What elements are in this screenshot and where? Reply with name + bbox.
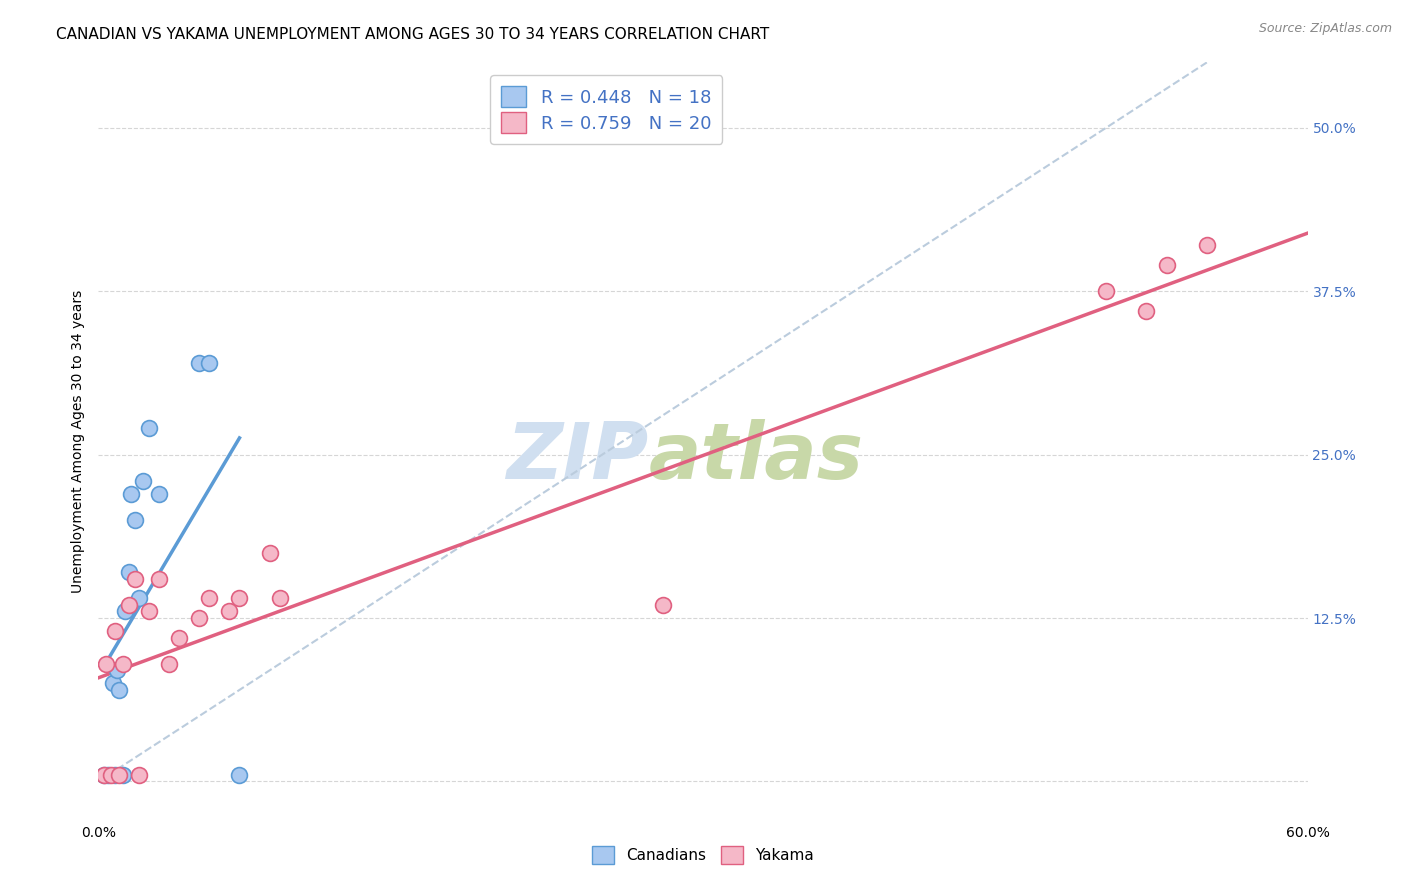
Point (1195, 238, 1218, 252)
Point (96, 657, 118, 671)
Point (188, 356, 211, 370)
Point (111, 768, 134, 782)
Point (148, 487, 170, 501)
Point (128, 591, 150, 606)
Point (97, 768, 120, 782)
Point (269, 591, 291, 606)
Point (101, 676, 124, 690)
Point (132, 474, 155, 488)
Point (120, 487, 142, 501)
Point (107, 768, 129, 782)
Point (157, 657, 180, 671)
Text: ZIP: ZIP (506, 418, 648, 495)
Point (114, 605, 136, 619)
Point (103, 768, 125, 782)
Text: atlas: atlas (648, 418, 863, 495)
Point (100, 768, 122, 782)
Y-axis label: Unemployment Among Ages 30 to 34 years: Unemployment Among Ages 30 to 34 years (72, 290, 86, 593)
Point (188, 611, 211, 625)
Point (259, 546, 281, 560)
Point (228, 591, 250, 606)
Point (107, 682, 129, 697)
Text: CANADIAN VS YAKAMA UNEMPLOYMENT AMONG AGES 30 TO 34 YEARS CORRELATION CHART: CANADIAN VS YAKAMA UNEMPLOYMENT AMONG AG… (56, 27, 769, 42)
Point (198, 356, 221, 370)
Point (1156, 258, 1178, 272)
Point (1095, 284, 1118, 298)
Point (138, 421, 160, 435)
Point (138, 605, 160, 619)
Point (128, 768, 150, 782)
Point (651, 598, 673, 612)
Text: Source: ZipAtlas.com: Source: ZipAtlas.com (1258, 22, 1392, 36)
Point (167, 631, 190, 645)
Point (103, 624, 125, 639)
Point (124, 513, 146, 527)
Point (228, 768, 250, 782)
Point (105, 663, 128, 677)
Legend: Canadians, Yakama: Canadians, Yakama (586, 840, 820, 870)
Point (118, 566, 141, 580)
Point (218, 605, 240, 619)
Point (111, 657, 134, 671)
Point (124, 572, 146, 586)
Point (198, 591, 221, 606)
Point (118, 598, 141, 612)
Point (148, 572, 170, 586)
Point (1135, 303, 1157, 318)
Point (93, 768, 115, 782)
Point (93, 768, 115, 782)
